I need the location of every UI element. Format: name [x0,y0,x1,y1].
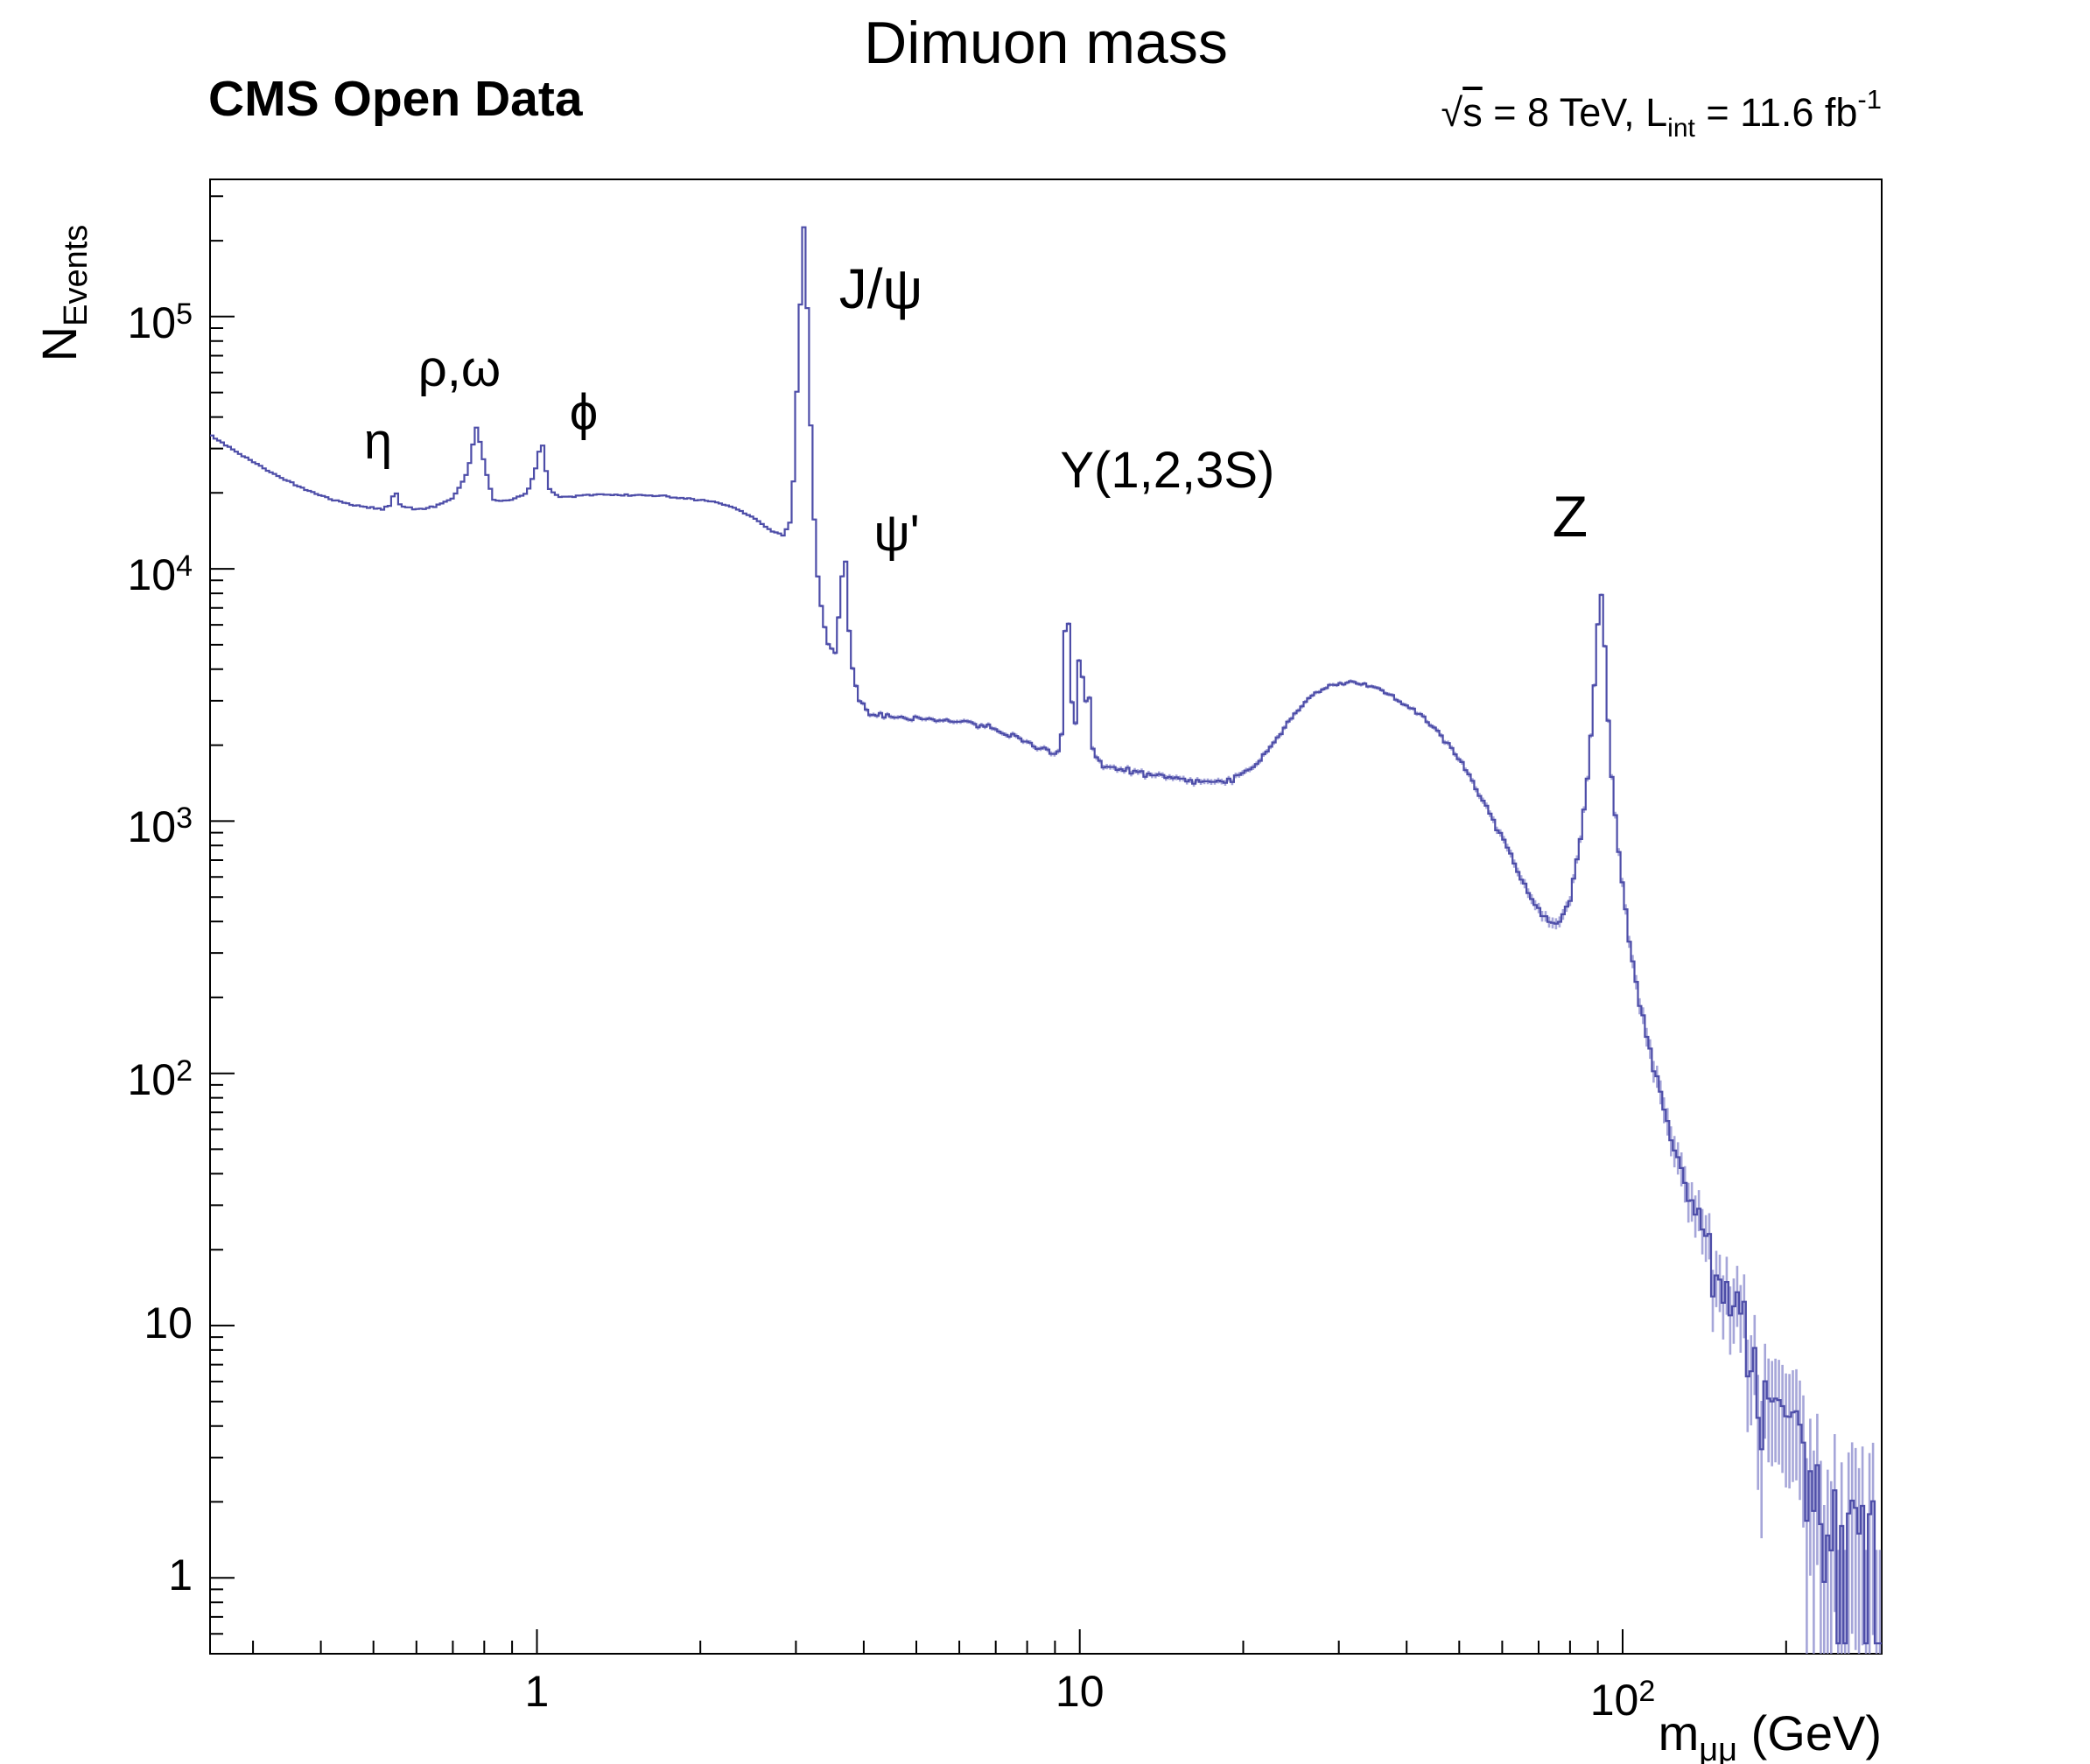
y-tick-label: 103 [127,802,193,852]
peak-label: η [363,412,393,470]
luminosity-label: √s = 8 TeV, Lint = 11.6 fb-1 [1441,84,1882,143]
peak-label: Y(1,2,3S) [1060,442,1275,500]
cms-open-data-label: CMS Open Data [208,71,583,127]
y-tick-label: 10 [144,1298,193,1348]
x-tick-label: 102 [1589,1675,1656,1725]
x-axis-title: mμμ (GeV) [1658,1705,1882,1764]
y-tick-label: 105 [127,297,193,347]
sqrt-s-symbol: √s [1441,90,1483,135]
peak-label: J/ψ [838,256,923,320]
y-tick-label: 102 [127,1054,193,1104]
x-tick-label: 1 [524,1667,550,1716]
axis-ticks [210,195,1883,1655]
plot-title: Dimuon mass [864,10,1228,76]
plot-frame [209,178,1883,1655]
y-tick-label: 104 [127,550,193,600]
histogram-line [210,226,1882,1645]
peak-label: ϕ [569,383,599,441]
peak-label: ψ' [873,504,920,562]
peak-label: Z [1552,483,1589,549]
peak-label: ρ,ω [417,340,501,398]
y-tick-label: 1 [168,1550,193,1600]
x-tick-label: 10 [1055,1667,1105,1716]
